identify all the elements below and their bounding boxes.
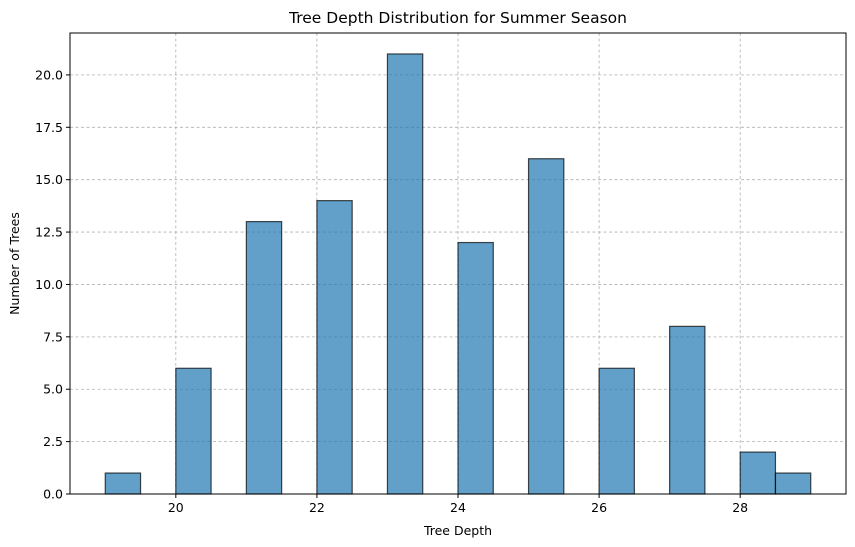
histogram-bar: [316, 200, 353, 495]
histogram-bar: [669, 325, 706, 495]
histogram-bars: [104, 53, 812, 495]
x-axis-ticks: 20 22 24 26 28: [168, 494, 748, 515]
y-tick-label: 0.0: [43, 487, 63, 502]
histogram-bar: [386, 53, 424, 495]
x-axis-label: Tree Depth: [423, 523, 492, 538]
y-tick-label: 17.5: [35, 120, 63, 135]
y-tick-label: 10.0: [35, 277, 63, 292]
x-tick-label: 26: [591, 500, 607, 515]
x-tick-label: 20: [168, 500, 184, 515]
histogram-bar: [774, 472, 812, 495]
y-tick-label: 15.0: [35, 172, 63, 187]
y-axis-ticks: 0.0 2.5 5.0 7.5 10.0 12.5 15.0 17.5 20.0: [35, 67, 70, 502]
y-axis-label: Number of Trees: [7, 212, 22, 315]
histogram-bar: [598, 367, 635, 495]
chart-title: Tree Depth Distribution for Summer Seaso…: [288, 9, 627, 27]
histogram-bar: [457, 241, 494, 495]
histogram-bar: [245, 220, 283, 495]
x-tick-label: 24: [450, 500, 466, 515]
y-tick-label: 2.5: [43, 434, 63, 449]
histogram-bar: [104, 472, 142, 495]
x-tick-label: 28: [732, 500, 748, 515]
histogram-bar: [739, 451, 777, 495]
histogram-bar: [527, 158, 565, 495]
y-tick-label: 7.5: [43, 329, 63, 344]
y-tick-label: 20.0: [35, 67, 63, 82]
x-tick-label: 22: [309, 500, 325, 515]
histogram-bar: [175, 367, 212, 495]
y-tick-label: 12.5: [35, 225, 63, 240]
y-tick-label: 5.0: [43, 382, 63, 397]
